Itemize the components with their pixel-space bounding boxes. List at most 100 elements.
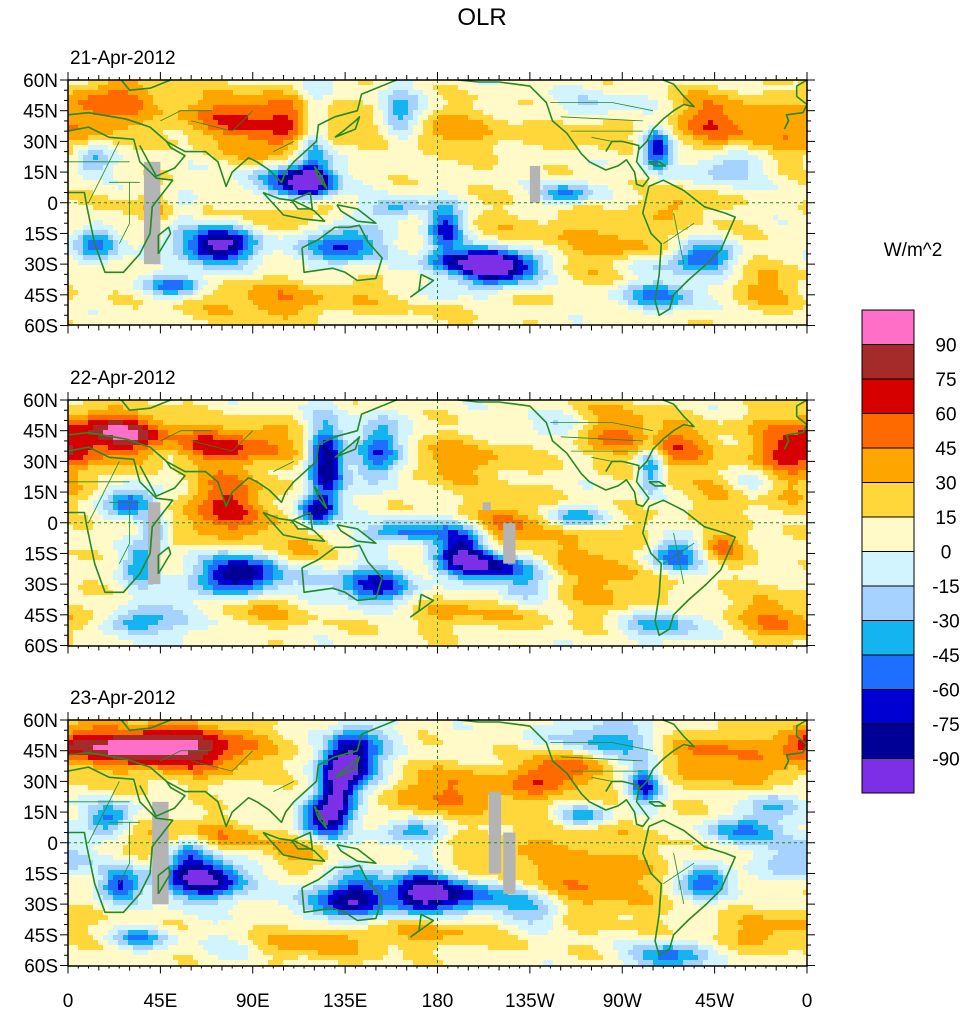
olr-cell <box>338 90 344 96</box>
olr-cell <box>513 135 519 141</box>
olr-cell <box>613 120 619 126</box>
olr-cell <box>138 205 144 211</box>
olr-cell <box>353 225 359 231</box>
olr-cell <box>438 210 444 216</box>
olr-cell <box>288 220 294 226</box>
olr-cell <box>753 225 759 231</box>
olr-cell <box>213 90 219 96</box>
olr-cell <box>598 200 604 206</box>
olr-cell <box>363 155 369 161</box>
olr-cell <box>213 145 219 151</box>
olr-cell <box>538 105 544 111</box>
olr-cell <box>298 210 304 216</box>
olr-cell <box>668 185 674 191</box>
olr-cell <box>183 225 189 231</box>
olr-cell <box>478 110 484 116</box>
olr-cell <box>408 215 414 221</box>
olr-cell <box>383 80 389 86</box>
olr-cell <box>658 155 664 161</box>
olr-cell <box>468 240 474 246</box>
olr-cell <box>123 205 129 211</box>
olr-cell <box>448 80 454 86</box>
olr-cell <box>348 190 354 196</box>
olr-cell <box>508 240 514 246</box>
olr-cell <box>313 220 319 226</box>
olr-cell <box>678 80 684 86</box>
olr-cell <box>118 200 124 206</box>
olr-cell <box>318 245 324 251</box>
olr-cell <box>733 130 739 136</box>
olr-cell <box>373 160 379 166</box>
olr-cell <box>793 90 799 96</box>
olr-cell <box>803 160 807 166</box>
olr-cell <box>453 150 459 156</box>
olr-cell <box>118 240 124 246</box>
olr-cell <box>653 165 659 171</box>
olr-cell <box>618 190 624 196</box>
olr-cell <box>718 225 724 231</box>
olr-cell <box>743 165 749 171</box>
olr-cell <box>578 180 584 186</box>
olr-cell <box>573 140 579 146</box>
olr-cell <box>413 235 419 241</box>
olr-cell <box>708 140 714 146</box>
olr-cell <box>758 140 764 146</box>
olr-cell <box>233 245 239 251</box>
olr-cell <box>508 175 514 181</box>
olr-cell <box>613 115 619 121</box>
olr-cell <box>383 100 389 106</box>
olr-cell <box>448 210 454 216</box>
olr-cell <box>378 145 384 151</box>
olr-cell <box>418 220 424 226</box>
olr-cell <box>288 150 294 156</box>
olr-cell <box>428 125 434 131</box>
olr-cell <box>328 150 334 156</box>
olr-cell <box>703 100 709 106</box>
olr-cell <box>583 90 589 96</box>
olr-cell <box>113 150 119 156</box>
olr-cell <box>463 140 469 146</box>
olr-cell <box>778 190 784 196</box>
olr-cell <box>423 225 429 231</box>
olr-cell <box>208 100 214 106</box>
olr-cell <box>338 215 344 221</box>
olr-cell <box>698 95 704 101</box>
olr-cell <box>108 230 114 236</box>
olr-cell <box>168 140 174 146</box>
olr-cell <box>688 195 694 201</box>
olr-cell <box>663 215 669 221</box>
olr-cell <box>673 135 679 141</box>
olr-cell <box>418 240 424 246</box>
olr-cell <box>193 220 199 226</box>
olr-cell <box>158 245 164 251</box>
olr-cell <box>598 120 604 126</box>
olr-cell <box>203 85 209 91</box>
olr-cell <box>678 155 684 161</box>
olr-cell <box>778 165 784 171</box>
olr-cell <box>738 125 744 131</box>
olr-cell <box>778 225 784 231</box>
olr-cell <box>403 130 409 136</box>
olr-cell <box>788 205 794 211</box>
olr-cell <box>558 140 564 146</box>
olr-cell <box>628 145 634 151</box>
olr-cell <box>468 140 474 146</box>
olr-cell <box>443 175 449 181</box>
olr-cell <box>223 100 229 106</box>
olr-cell <box>688 210 694 216</box>
olr-cell <box>553 125 559 131</box>
olr-cell <box>593 165 599 171</box>
olr-cell <box>648 205 654 211</box>
olr-cell <box>113 155 119 161</box>
olr-cell <box>523 125 529 131</box>
olr-cell <box>383 225 389 231</box>
olr-cell <box>88 120 94 126</box>
olr-cell <box>583 130 589 136</box>
olr-cell <box>793 165 799 171</box>
olr-cell <box>518 100 524 106</box>
olr-cell <box>373 100 379 106</box>
olr-cell <box>603 140 609 146</box>
olr-cell <box>643 160 649 166</box>
olr-cell <box>258 120 264 126</box>
